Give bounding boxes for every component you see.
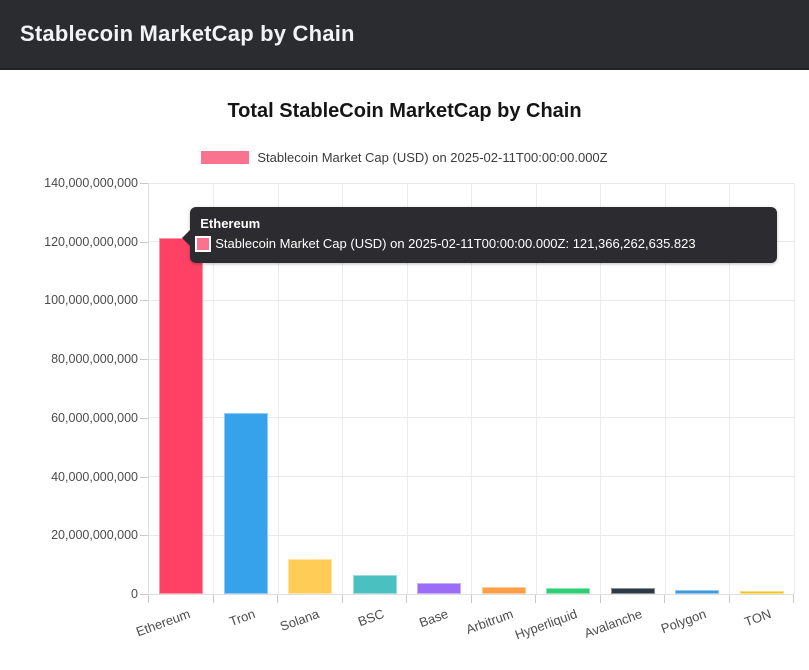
- y-tick-label: 140,000,000,000: [44, 176, 138, 190]
- tooltip: Ethereum Stablecoin Market Cap (USD) on …: [182, 206, 778, 263]
- chart-legend[interactable]: Stablecoin Market Cap (USD) on 2025-02-1…: [0, 150, 809, 165]
- bar-ethereum[interactable]: [159, 237, 204, 594]
- y-tick-mark: [140, 417, 148, 419]
- x-tick-mark: [535, 595, 536, 603]
- y-tick-label: 20,000,000,000: [51, 528, 138, 543]
- gridline: [535, 183, 537, 594]
- bar-bsc[interactable]: [352, 574, 397, 594]
- y-tick-label: 60,000,000,000: [51, 410, 138, 425]
- x-tick-mark: [406, 595, 407, 603]
- bar-base[interactable]: [417, 583, 462, 594]
- gridline: [664, 183, 666, 594]
- y-tick-mark: [140, 300, 148, 302]
- x-tick-mark: [212, 595, 214, 603]
- bar-hyperliquid[interactable]: [546, 587, 591, 594]
- x-tick-mark: [470, 595, 472, 603]
- gridline: [471, 183, 472, 594]
- y-tick-label: 100,000,000,000: [44, 293, 138, 308]
- x-tick-mark: [341, 595, 343, 603]
- bar-arbitrum[interactable]: [481, 586, 526, 594]
- bar-ton[interactable]: [739, 591, 784, 594]
- gridline: [406, 183, 408, 594]
- y-tick-label: 80,000,000,000: [51, 352, 138, 367]
- x-tick-mark: [148, 595, 149, 603]
- app-title: Stablecoin MarketCap by Chain: [20, 21, 355, 46]
- x-tick-mark: [728, 595, 730, 603]
- tooltip-swatch: [195, 235, 212, 252]
- tooltip-body: Stablecoin Market Cap (USD) on 2025-02-1…: [190, 231, 777, 252]
- y-tick-label: 40,000,000,000: [51, 469, 138, 484]
- bar-tron[interactable]: [223, 413, 268, 594]
- gridline: [277, 183, 279, 594]
- y-tick-mark: [140, 241, 148, 243]
- y-tick-label: 120,000,000,000: [44, 234, 138, 249]
- x-tick-mark: [277, 595, 278, 603]
- y-tick-label: 0: [131, 587, 138, 601]
- x-tick-mark: [793, 595, 794, 603]
- bar-polygon[interactable]: [675, 589, 720, 594]
- plot-area: [148, 182, 795, 595]
- bar-solana[interactable]: [288, 559, 333, 594]
- legend-label: Stablecoin Market Cap (USD) on 2025-02-1…: [257, 150, 608, 165]
- y-tick-mark: [140, 183, 148, 184]
- legend-swatch: [201, 151, 250, 164]
- gridline: [793, 183, 795, 594]
- y-tick-mark: [140, 476, 148, 478]
- tooltip-value: Stablecoin Market Cap (USD) on 2025-02-1…: [215, 236, 696, 252]
- app-header: Stablecoin MarketCap by Chain: [0, 0, 809, 70]
- y-tick-mark: [140, 535, 148, 537]
- gridline: [213, 183, 214, 594]
- tooltip-title: Ethereum: [200, 215, 261, 231]
- tooltip-caret: [182, 229, 191, 246]
- gridline: [342, 183, 343, 594]
- gridline: [600, 183, 601, 594]
- x-tick-mark: [599, 595, 601, 603]
- gridline: [729, 183, 730, 594]
- bar-avalanche[interactable]: [610, 588, 655, 594]
- y-tick-mark: [140, 359, 148, 361]
- y-tick-mark: [140, 594, 148, 595]
- chart-title: Total StableCoin MarketCap by Chain: [227, 100, 582, 122]
- x-tick-mark: [664, 595, 665, 603]
- x-tick-label: Ethereum: [134, 606, 193, 640]
